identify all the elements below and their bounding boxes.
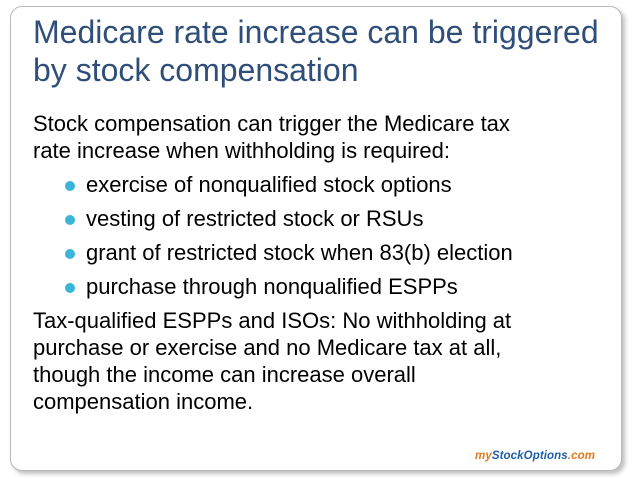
- bullet-dot-icon: [65, 181, 75, 191]
- slide-title: Medicare rate increase can be triggered …: [33, 13, 623, 89]
- intro-line-2: rate increase when withholding is requir…: [33, 138, 451, 163]
- bullet-dot-icon: [65, 215, 75, 225]
- logo-part-my: my: [475, 450, 492, 462]
- logo-part-dotcom: .com: [567, 450, 596, 462]
- bullet-list: exercise of nonqualified stock options v…: [33, 171, 613, 300]
- mystockoptions-logo: myStockOptions.com: [475, 450, 595, 462]
- bullet-text: purchase through nonqualified ESPPs: [86, 274, 458, 299]
- intro-line-1: Stock compensation can trigger the Medic…: [33, 111, 510, 136]
- closing-paragraph: Tax-qualified ESPPs and ISOs: No withhol…: [33, 307, 613, 415]
- bullet-text: exercise of nonqualified stock options: [86, 172, 452, 197]
- bullet-item: purchase through nonqualified ESPPs: [65, 273, 613, 300]
- closing-line-2: purchase or exercise and no Medicare tax…: [33, 335, 502, 360]
- logo-part-stockoptions: StockOptions: [491, 450, 568, 462]
- intro-paragraph: Stock compensation can trigger the Medic…: [33, 110, 613, 164]
- bullet-item: grant of restricted stock when 83(b) ele…: [65, 239, 613, 266]
- bullet-item: exercise of nonqualified stock options: [65, 171, 613, 198]
- slide-body: Stock compensation can trigger the Medic…: [33, 110, 613, 415]
- closing-line-4: compensation income.: [33, 389, 254, 414]
- bullet-dot-icon: [65, 283, 75, 293]
- slide-title-line-1: Medicare rate increase can be triggered: [33, 14, 599, 50]
- slide-title-line-2: by stock compensation: [33, 52, 359, 88]
- closing-line-3: though the income can increase overall: [33, 362, 416, 387]
- bullet-dot-icon: [65, 249, 75, 259]
- closing-line-1: Tax-qualified ESPPs and ISOs: No withhol…: [33, 308, 512, 333]
- bullet-text: vesting of restricted stock or RSUs: [86, 206, 424, 231]
- bullet-item: vesting of restricted stock or RSUs: [65, 205, 613, 232]
- bullet-text: grant of restricted stock when 83(b) ele…: [86, 240, 513, 265]
- slide-frame: [10, 6, 622, 471]
